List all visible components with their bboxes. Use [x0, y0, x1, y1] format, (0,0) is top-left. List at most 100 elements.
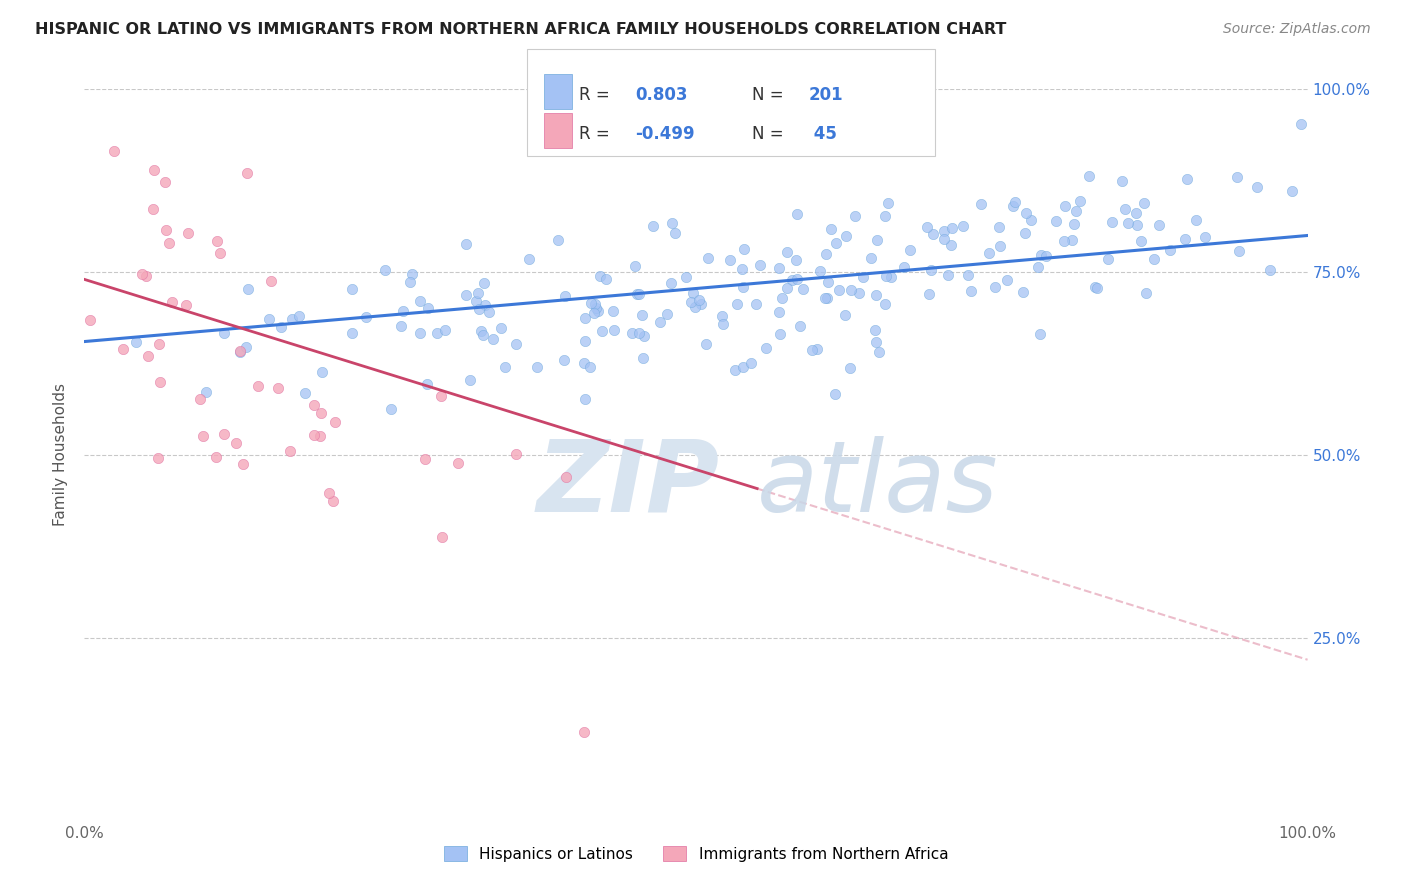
Point — [839, 360, 862, 375]
Point — [602, 303, 624, 318]
Point — [247, 378, 270, 392]
Point — [755, 341, 778, 355]
Point — [288, 309, 311, 323]
Point — [868, 344, 890, 359]
Point — [572, 725, 595, 739]
Point — [828, 283, 851, 297]
Point — [956, 268, 979, 282]
Point — [143, 163, 166, 178]
Point — [1258, 263, 1281, 277]
Point — [574, 334, 596, 348]
Point — [236, 166, 259, 180]
Point — [135, 269, 157, 284]
Point — [977, 245, 1000, 260]
Point — [689, 296, 711, 310]
Point — [340, 282, 363, 296]
Point — [505, 337, 527, 351]
Point — [1014, 227, 1036, 241]
Point — [103, 144, 125, 158]
Point — [1004, 195, 1026, 210]
Point — [898, 243, 921, 257]
Text: ZIP: ZIP — [537, 435, 720, 533]
Point — [153, 175, 176, 189]
Point — [1084, 280, 1107, 294]
Point — [311, 406, 333, 420]
Point — [430, 530, 453, 544]
Point — [399, 275, 422, 289]
Point — [519, 252, 541, 267]
Point — [401, 267, 423, 281]
Point — [1175, 172, 1198, 186]
Point — [1125, 206, 1147, 220]
Point — [155, 223, 177, 237]
Point — [157, 236, 180, 251]
Point — [844, 209, 866, 223]
Point — [464, 294, 486, 309]
Point — [429, 390, 451, 404]
Point — [873, 297, 896, 311]
Point — [1159, 243, 1181, 257]
Point — [416, 301, 439, 315]
Point — [554, 289, 576, 303]
Point — [409, 293, 432, 308]
Point — [470, 324, 492, 338]
Point — [920, 263, 942, 277]
Point — [193, 429, 215, 443]
Point — [873, 209, 896, 223]
Point — [1019, 212, 1042, 227]
Point — [934, 224, 956, 238]
Point — [1062, 233, 1084, 247]
Point — [572, 356, 595, 370]
Text: 201: 201 — [808, 86, 844, 103]
Point — [748, 258, 770, 272]
Point — [768, 305, 790, 319]
Point — [1173, 232, 1195, 246]
Point — [294, 386, 316, 401]
Point — [1035, 250, 1057, 264]
Point — [1125, 218, 1147, 232]
Point — [574, 310, 596, 325]
Point — [627, 287, 650, 301]
Point — [960, 285, 983, 299]
Point — [162, 295, 184, 310]
Point — [589, 269, 612, 284]
Point — [624, 259, 647, 273]
Point — [711, 317, 734, 331]
Point — [392, 303, 415, 318]
Point — [146, 450, 169, 465]
Point — [696, 251, 718, 265]
Point — [342, 326, 364, 341]
Point — [547, 233, 569, 247]
Point — [725, 297, 748, 311]
Point — [808, 264, 831, 278]
Point — [434, 322, 457, 336]
Point — [588, 304, 610, 318]
Point — [494, 360, 516, 375]
Point — [695, 337, 717, 351]
Point — [834, 309, 856, 323]
Point — [1101, 215, 1123, 229]
Point — [995, 273, 1018, 287]
Point — [1097, 252, 1119, 266]
Point — [409, 326, 432, 341]
Point — [354, 310, 377, 324]
Point — [814, 291, 837, 305]
Point — [1015, 206, 1038, 220]
Point — [1029, 326, 1052, 341]
Point — [769, 327, 792, 342]
Point — [1133, 196, 1156, 211]
Point — [1116, 216, 1139, 230]
Point — [648, 315, 671, 329]
Point — [554, 470, 576, 484]
Point — [724, 363, 747, 377]
Y-axis label: Family Households: Family Households — [53, 384, 69, 526]
Point — [789, 319, 811, 334]
Point — [1114, 202, 1136, 217]
Point — [731, 280, 754, 294]
Point — [142, 202, 165, 217]
Point — [839, 283, 862, 297]
Point — [553, 353, 575, 368]
Point — [460, 373, 482, 387]
Point — [630, 308, 652, 322]
Point — [478, 305, 501, 319]
